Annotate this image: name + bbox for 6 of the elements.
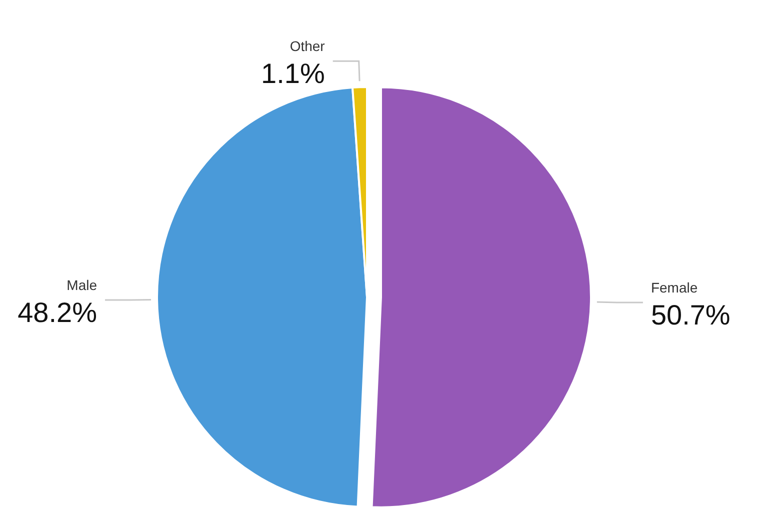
data-label: 1.1% [261,58,325,90]
slice-label: Male [66,276,98,293]
slice-label: Other [290,38,326,54]
data-label: 48.2% [18,296,98,328]
slice-label: Female [650,279,698,296]
data-label: 50.7% [650,299,730,330]
